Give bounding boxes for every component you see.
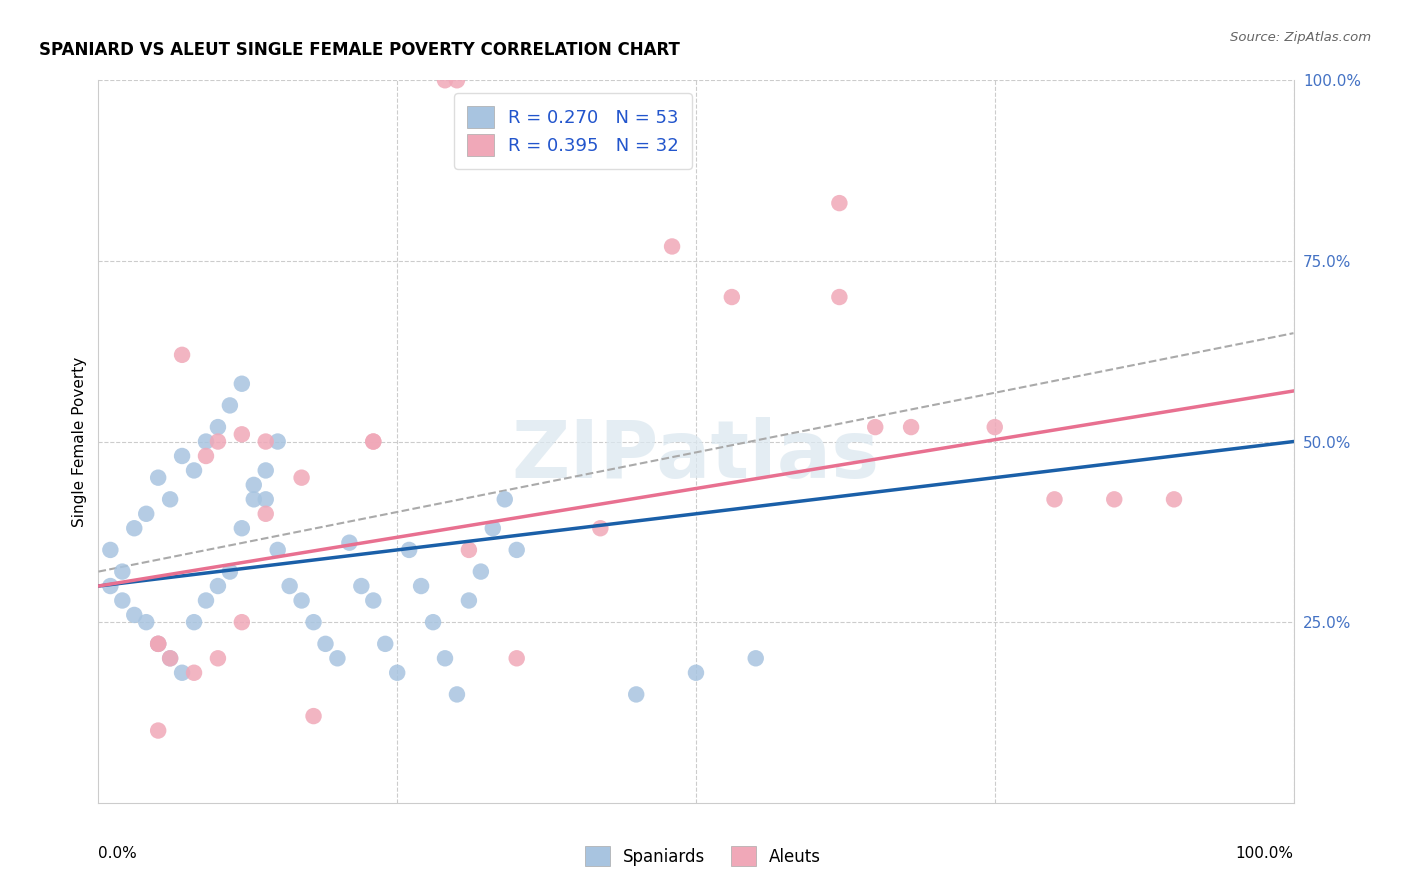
Point xyxy=(446,687,468,701)
Point xyxy=(1104,492,1126,507)
Point xyxy=(626,687,648,701)
Point xyxy=(458,593,481,607)
Point xyxy=(254,507,277,521)
Point xyxy=(302,615,325,630)
Point xyxy=(231,427,253,442)
Point xyxy=(865,420,887,434)
Y-axis label: Single Female Poverty: Single Female Poverty xyxy=(72,357,87,526)
Point xyxy=(231,615,253,630)
Point xyxy=(148,723,170,738)
Point xyxy=(135,615,157,630)
Point xyxy=(172,449,194,463)
Point xyxy=(363,434,385,449)
Point xyxy=(195,434,218,449)
Point xyxy=(828,290,851,304)
Point xyxy=(148,471,170,485)
Point xyxy=(243,492,266,507)
Point xyxy=(339,535,361,549)
Point xyxy=(148,637,170,651)
Text: 0.0%: 0.0% xyxy=(98,847,138,861)
Point xyxy=(398,542,420,557)
Text: Source: ZipAtlas.com: Source: ZipAtlas.com xyxy=(1230,31,1371,45)
Point xyxy=(267,542,290,557)
Point xyxy=(207,434,229,449)
Point xyxy=(506,651,529,665)
Point xyxy=(291,471,314,485)
Point xyxy=(1043,492,1066,507)
Point xyxy=(254,434,277,449)
Point xyxy=(219,398,242,412)
Point xyxy=(446,73,468,87)
Point xyxy=(148,637,170,651)
Point xyxy=(291,593,314,607)
Text: SPANIARD VS ALEUT SINGLE FEMALE POVERTY CORRELATION CHART: SPANIARD VS ALEUT SINGLE FEMALE POVERTY … xyxy=(39,41,679,59)
Point xyxy=(350,579,373,593)
Point xyxy=(183,615,205,630)
Point xyxy=(98,579,122,593)
Point xyxy=(900,420,922,434)
Point xyxy=(124,607,146,622)
Point xyxy=(494,492,516,507)
Point xyxy=(458,542,481,557)
Text: 100.0%: 100.0% xyxy=(1236,847,1294,861)
Point xyxy=(207,420,229,434)
Point xyxy=(506,542,529,557)
Point xyxy=(267,434,290,449)
Point xyxy=(183,463,205,477)
Text: ZIPatlas: ZIPatlas xyxy=(512,417,880,495)
Point xyxy=(721,290,744,304)
Point xyxy=(111,593,134,607)
Point xyxy=(195,449,218,463)
Point xyxy=(363,434,385,449)
Point xyxy=(363,593,385,607)
Point xyxy=(326,651,349,665)
Point xyxy=(470,565,492,579)
Point xyxy=(159,651,181,665)
Point xyxy=(482,521,505,535)
Point xyxy=(231,376,253,391)
Point xyxy=(661,239,683,253)
Point xyxy=(685,665,707,680)
Point xyxy=(159,492,181,507)
Point xyxy=(111,565,134,579)
Point xyxy=(207,579,229,593)
Point xyxy=(315,637,337,651)
Point xyxy=(434,73,457,87)
Point xyxy=(254,492,277,507)
Point xyxy=(254,463,277,477)
Point xyxy=(124,521,146,535)
Legend: R = 0.270   N = 53, R = 0.395   N = 32: R = 0.270 N = 53, R = 0.395 N = 32 xyxy=(454,93,692,169)
Point xyxy=(159,651,181,665)
Point xyxy=(148,637,170,651)
Point xyxy=(984,420,1007,434)
Point xyxy=(207,651,229,665)
Point xyxy=(243,478,266,492)
Point xyxy=(98,542,122,557)
Point xyxy=(278,579,301,593)
Point xyxy=(411,579,433,593)
Point xyxy=(302,709,325,723)
Point xyxy=(231,521,253,535)
Point xyxy=(195,593,218,607)
Point xyxy=(422,615,444,630)
Point xyxy=(385,665,409,680)
Point xyxy=(374,637,396,651)
Point xyxy=(1163,492,1185,507)
Point xyxy=(172,348,194,362)
Point xyxy=(172,665,194,680)
Point xyxy=(434,651,457,665)
Point xyxy=(219,565,242,579)
Point xyxy=(183,665,205,680)
Point xyxy=(589,521,612,535)
Legend: Spaniards, Aleuts: Spaniards, Aleuts xyxy=(578,839,828,873)
Point xyxy=(745,651,768,665)
Point xyxy=(828,196,851,211)
Point xyxy=(135,507,157,521)
